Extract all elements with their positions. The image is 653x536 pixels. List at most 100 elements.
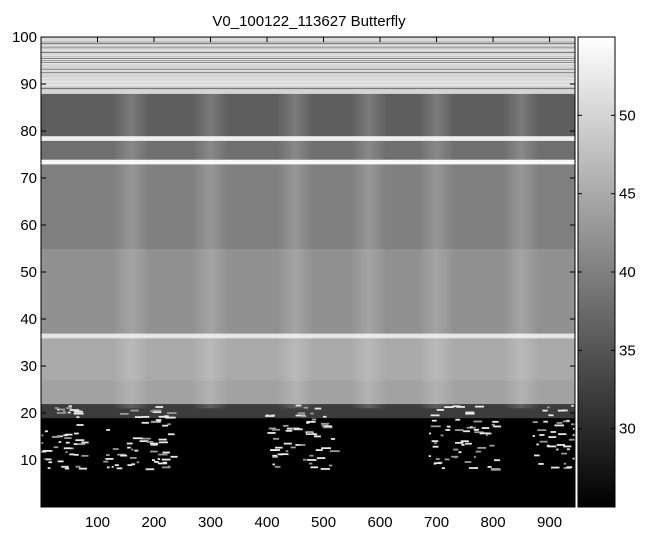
heatmap-speckle bbox=[542, 409, 548, 412]
heatmap-speckle bbox=[266, 414, 270, 416]
heatmap-speckle bbox=[556, 448, 559, 451]
heatmap-speckle bbox=[28, 422, 32, 424]
heatmap-speckle bbox=[485, 434, 488, 436]
heatmap-speckle bbox=[489, 444, 495, 447]
heatmap-speckle bbox=[277, 453, 284, 456]
heatmap-speckle bbox=[131, 448, 134, 451]
heatmap-speckle bbox=[492, 420, 499, 423]
heatmap-noise-row bbox=[41, 43, 575, 45]
heatmap-speckle bbox=[465, 412, 475, 415]
heatmap-speckle bbox=[314, 407, 322, 410]
heatmap-speckle bbox=[430, 414, 440, 417]
heatmap-speckle bbox=[470, 426, 473, 429]
heatmap-speckle bbox=[447, 425, 451, 428]
heatmap-speckle bbox=[568, 438, 575, 441]
heatmap-speckle bbox=[451, 455, 459, 458]
y-tick-label: 90 bbox=[20, 76, 37, 93]
heatmap-speckle bbox=[310, 466, 319, 469]
heatmap-speckle bbox=[151, 459, 155, 462]
heatmap-noise-row bbox=[41, 45, 575, 47]
heatmap-speckle bbox=[315, 449, 323, 451]
heatmap-noise-row bbox=[41, 88, 575, 90]
heatmap-speckle bbox=[320, 468, 330, 470]
heatmap-speckle bbox=[310, 412, 314, 415]
heatmap-speckle bbox=[41, 434, 44, 437]
heatmap-speckle bbox=[73, 410, 83, 413]
heatmap-speckle bbox=[161, 458, 171, 461]
heatmap-speckle bbox=[321, 447, 331, 450]
heatmap-speckle bbox=[480, 432, 489, 435]
x-tick-label: 800 bbox=[481, 514, 506, 531]
heatmap-speckle bbox=[445, 429, 451, 431]
heatmap-speckle bbox=[48, 461, 53, 464]
heatmap-speckle bbox=[532, 435, 536, 437]
heatmap-speckle bbox=[475, 450, 482, 453]
heatmap-speckle bbox=[53, 446, 59, 449]
heatmap-speckle bbox=[69, 409, 79, 411]
heatmap-speckle bbox=[270, 414, 276, 416]
heatmap-speckle bbox=[152, 409, 162, 412]
heatmap-speckle bbox=[532, 421, 538, 424]
heatmap-speckle bbox=[436, 409, 445, 411]
heatmap-speckle bbox=[563, 462, 567, 465]
heatmap-streak-3 bbox=[350, 93, 387, 409]
heatmap-speckle bbox=[488, 432, 492, 435]
heatmap-streak-0 bbox=[113, 93, 150, 409]
heatmap-speckle bbox=[162, 466, 171, 469]
heatmap-noise-row bbox=[41, 57, 575, 59]
heatmap-speckle bbox=[134, 416, 143, 419]
heatmap-speckle bbox=[152, 411, 162, 413]
heatmap-speckle bbox=[453, 448, 459, 451]
heatmap-noise-row bbox=[41, 39, 575, 41]
heatmap-speckle bbox=[120, 454, 128, 457]
heatmap-speckle bbox=[142, 415, 150, 418]
colorbar: 30 35 40 45 50 bbox=[577, 36, 636, 508]
heatmap-speckle bbox=[454, 441, 464, 444]
heatmap-speckle bbox=[162, 451, 170, 454]
heatmap-speckle bbox=[147, 441, 154, 443]
heatmap-speckle bbox=[465, 411, 475, 414]
heatmap-speckle bbox=[112, 448, 119, 450]
colorbar-tick-label: 40 bbox=[619, 264, 636, 281]
heatmap-speckle bbox=[309, 462, 313, 465]
heatmap-speckle bbox=[66, 407, 73, 409]
heatmap-speckle bbox=[283, 442, 292, 445]
heatmap-speckle bbox=[322, 415, 327, 418]
heatmap-streak-2 bbox=[277, 93, 314, 409]
heatmap-speckle bbox=[44, 458, 52, 461]
heatmap-speckle bbox=[272, 456, 278, 458]
heatmap-speckle bbox=[67, 411, 71, 414]
heatmap-speckle bbox=[65, 441, 70, 444]
heatmap-speckle bbox=[572, 457, 575, 460]
heatmap-speckle bbox=[65, 451, 68, 454]
heatmap-speckle bbox=[462, 430, 471, 433]
heatmap-speckle bbox=[566, 419, 570, 422]
heatmap-noise-row bbox=[41, 72, 575, 74]
heatmap-speckle bbox=[543, 420, 548, 423]
heatmap-noise-row bbox=[41, 68, 575, 70]
heatmap-speckle bbox=[19, 469, 26, 471]
heatmap-speckle bbox=[561, 452, 568, 455]
heatmap-speckle bbox=[548, 414, 554, 417]
heatmap-noise-row bbox=[41, 51, 575, 53]
heatmap-noise-row bbox=[41, 52, 575, 54]
heatmap-speckle bbox=[272, 454, 278, 457]
heatmap-speckle bbox=[444, 458, 450, 461]
heatmap-speckle bbox=[74, 432, 79, 435]
heatmap-speckle bbox=[69, 453, 75, 456]
heatmap-speckle bbox=[452, 405, 461, 408]
heatmap-speckle bbox=[316, 457, 326, 459]
heatmap-speckle bbox=[22, 437, 24, 439]
x-tick-label: 600 bbox=[368, 514, 393, 531]
heatmap-speckle bbox=[73, 412, 84, 415]
heatmap-speckle bbox=[63, 447, 72, 450]
heatmap-speckle bbox=[468, 467, 479, 469]
heatmap-speckle bbox=[149, 442, 159, 445]
heatmap-speckle bbox=[573, 427, 575, 430]
heatmap-speckle bbox=[493, 459, 501, 462]
heatmap-speckle bbox=[155, 419, 162, 421]
heatmap-speckle bbox=[572, 434, 575, 436]
heatmap-speckle bbox=[70, 447, 74, 450]
